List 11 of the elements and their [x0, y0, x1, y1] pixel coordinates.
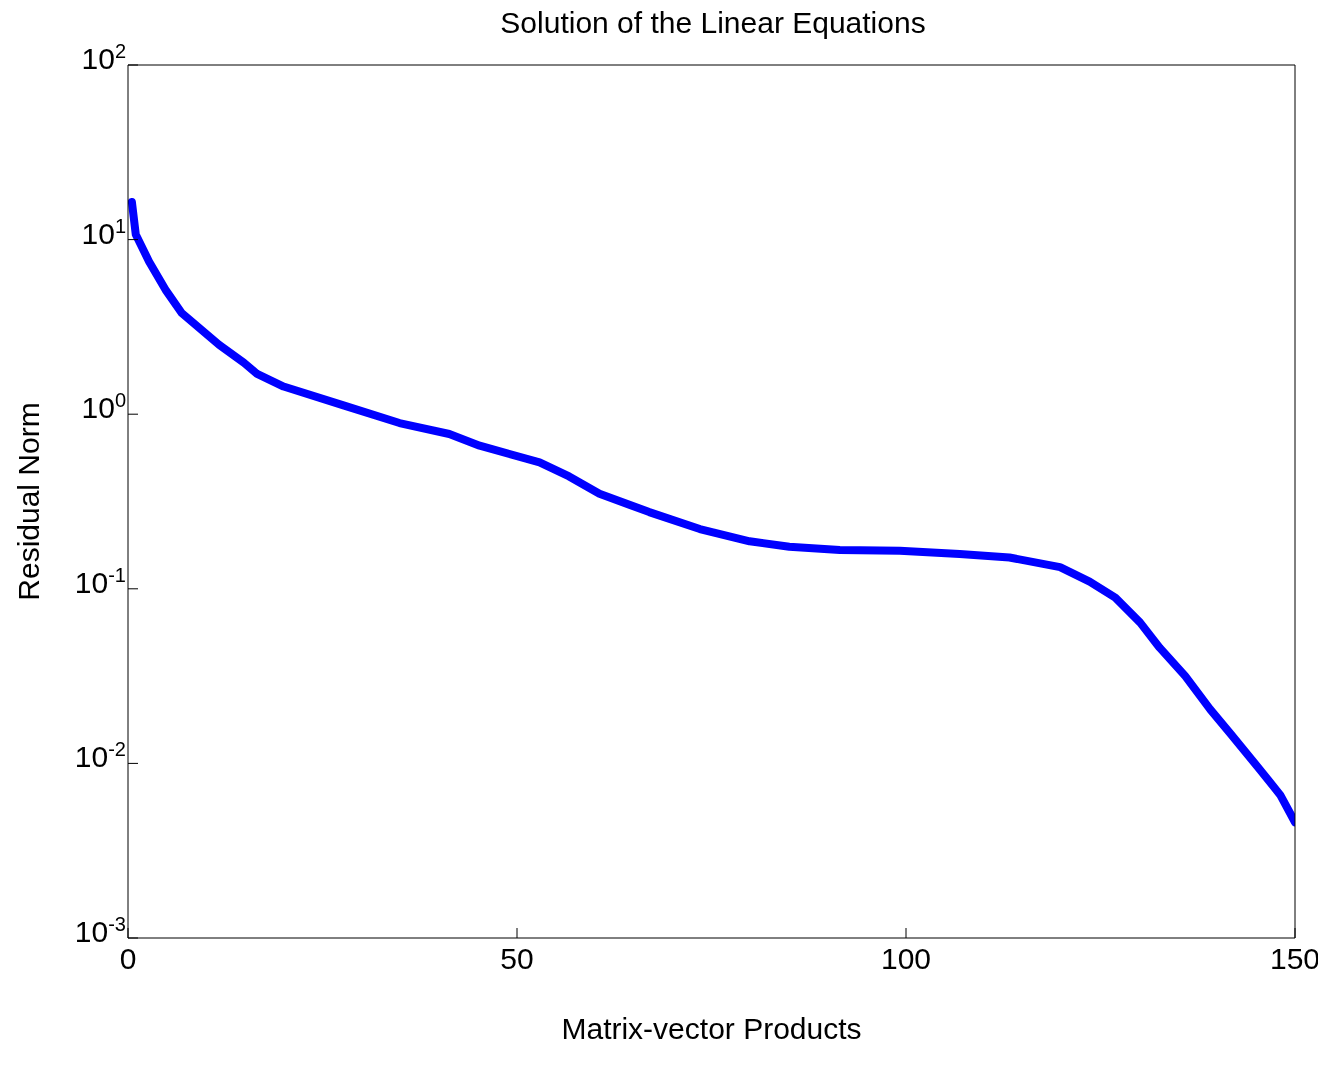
y-tick-label: 10$^{0}$ — [81, 389, 126, 425]
y-tick-label: 10$^{-1}$ — [74, 563, 126, 599]
x-tick-label: 100 — [880, 942, 932, 976]
y-axis-title: Residual Norm — [11, 402, 45, 601]
x-axis-title: Matrix-vector Products — [561, 1012, 862, 1046]
chart-title: Solution of the Linear Equations — [499, 6, 927, 39]
x-tick-label: 50 — [500, 942, 534, 976]
y-tick-label: 10$^{1}$ — [81, 214, 126, 250]
x-tick-label: 150 — [1269, 942, 1321, 976]
y-tick-label: 10$^{-2}$ — [74, 738, 126, 774]
y-tick-label: 10$^{2}$ — [81, 40, 126, 75]
